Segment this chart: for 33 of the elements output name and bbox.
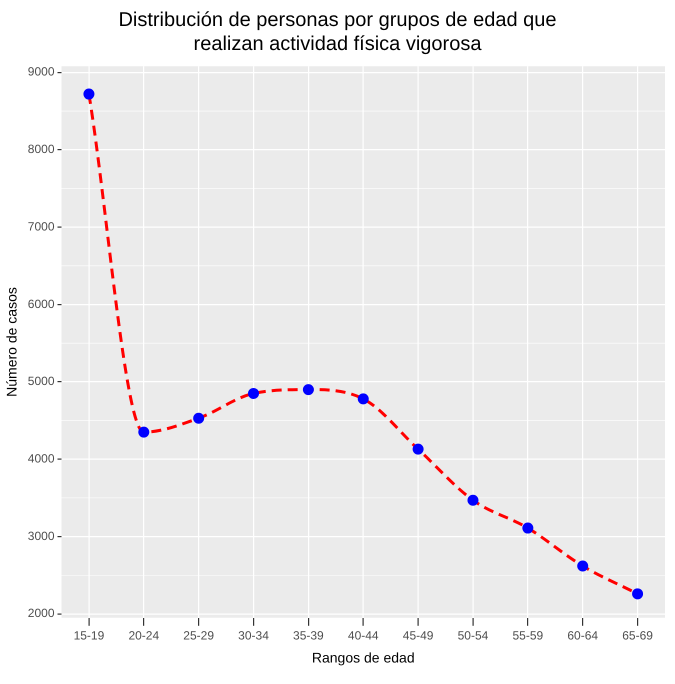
y-tick-label: 6000 xyxy=(28,296,55,311)
x-tick-label: 20-24 xyxy=(128,628,160,642)
x-tick-label: 40-44 xyxy=(348,628,379,642)
y-tick-label: 4000 xyxy=(28,452,55,466)
x-tick-label: 55-59 xyxy=(512,628,544,642)
x-axis-title: Rangos de edad xyxy=(312,649,415,666)
point xyxy=(412,444,424,455)
point xyxy=(577,560,588,572)
x-tick-label: 50-54 xyxy=(458,628,489,642)
point xyxy=(632,588,644,600)
x-tick-label: 15-19 xyxy=(74,628,105,642)
x-tick-label: 25-29 xyxy=(183,628,214,642)
y-tick-label: 9000 xyxy=(28,64,55,79)
x-tick-label: 35-39 xyxy=(293,628,324,642)
point xyxy=(302,384,314,396)
y-tick-label: 8000 xyxy=(28,142,55,156)
y-tick-label: 7000 xyxy=(28,219,55,234)
x-tick-label: 65-69 xyxy=(622,628,654,642)
y-tick-label: 3000 xyxy=(28,528,55,543)
point xyxy=(83,88,94,100)
x-tick-label: 30-34 xyxy=(238,628,270,642)
point xyxy=(193,412,204,424)
point xyxy=(467,494,478,506)
y-tick-label: 5000 xyxy=(28,374,55,388)
point xyxy=(358,393,369,404)
point xyxy=(138,426,150,438)
x-tick-label: 45-49 xyxy=(402,628,434,642)
chart-title: Distribución de personas por grupos de edad que realizan actividad física vigorosa xyxy=(117,8,558,56)
x-tick-label: 60-64 xyxy=(567,628,598,642)
point xyxy=(248,388,260,399)
y-tick-label: 2000 xyxy=(28,606,55,620)
point xyxy=(522,522,534,534)
y-axis-title: Número de casos xyxy=(3,287,20,397)
